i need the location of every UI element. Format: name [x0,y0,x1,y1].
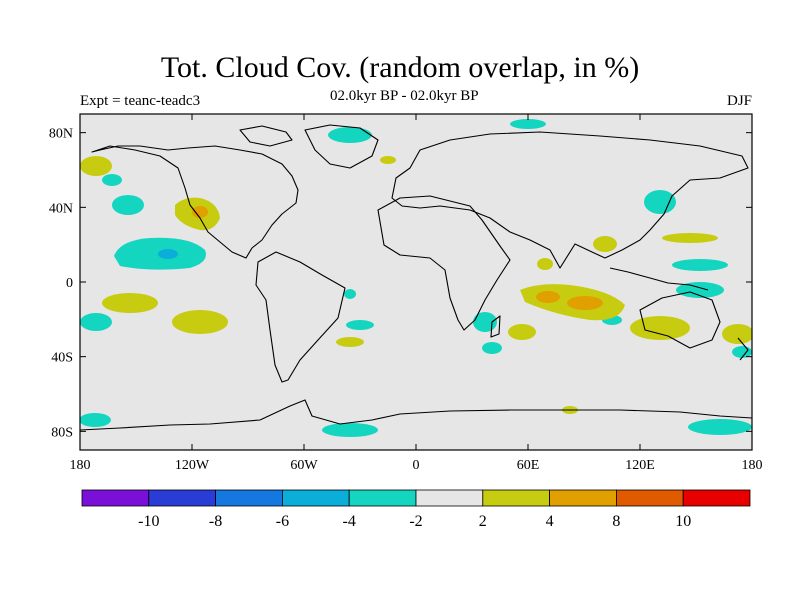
anomaly-patch [688,419,752,435]
colorbar-label: 2 [479,513,487,530]
anomaly-patch [722,324,752,344]
colorbar-swatch [682,489,751,507]
colorbar-label: 8 [612,513,620,530]
anomaly-patch [536,291,560,303]
anomaly-patch [380,156,396,164]
anomaly-patch [80,413,111,427]
lon-tick-label: 180 [742,458,763,473]
anomaly-patch [322,423,378,437]
anomaly-patch [80,313,112,331]
anomaly-patch [344,289,356,299]
lat-tick-label: 40N [49,201,73,216]
period-label: 02.0kyr BP - 02.0kyr BP [330,88,479,104]
anomaly-patch [158,249,178,259]
coast-antarctica [80,399,752,431]
anomaly-layer [80,119,752,437]
anomaly-patch [508,324,536,340]
season-label: DJF [726,93,752,109]
anomaly-patch [644,190,676,214]
colorbar: -10 -8 -6 -4 -2 2 4 8 10 [81,489,751,530]
colorbar-swatch [549,489,617,507]
colorbar-swatch [482,489,550,507]
anomaly-patch [473,312,497,332]
experiment-label: Expt = teanc-teadc3 [80,93,201,109]
coast-australia [639,291,721,349]
coast-indonesia [609,267,709,291]
lat-tick-label: 40S [51,351,73,366]
ocean-background [80,114,752,450]
anomaly-patch [537,258,553,270]
lon-tick-label: 180 [70,458,91,473]
coast-north-america [91,145,299,259]
anomaly-patch [172,310,228,334]
colorbar-swatch [616,489,684,507]
anomaly-patch [112,195,144,215]
colorbar-swatch [415,489,484,507]
colorbar-swatch [81,489,150,507]
coastlines [80,124,752,431]
anomaly-patch [672,259,728,271]
anomaly-patch [102,293,158,313]
anomaly-patch [662,233,718,243]
colorbar-label: 10 [675,513,691,530]
lon-tick-label: 120W [175,458,210,473]
anomaly-patch [346,320,374,330]
anomaly-patch [482,342,502,354]
lon-tick-label: 60W [290,458,318,473]
coast-eurasia [391,131,749,269]
lon-tick-label: 120E [625,458,655,473]
coast-arctic-islands [239,125,293,147]
colorbar-label: -6 [276,513,289,530]
anomaly-patch [676,282,724,298]
map-title: Tot. Cloud Cov. (random overlap, in %) [160,51,640,84]
colorbar-label: -2 [409,513,422,530]
colorbar-swatch [348,489,417,507]
lon-tick-label: 60E [517,458,540,473]
anomaly-patch [630,316,690,340]
anomaly-patch [102,174,122,186]
axis-ticks: 180 120W 60W 0 60E 120E 180 80N 40N 0 40S 80S [49,114,763,473]
colorbar-swatch [148,489,217,507]
coast-greenland [304,124,379,169]
colorbar-label: -10 [138,513,159,530]
lat-tick-label: 80N [49,127,73,142]
anomaly-patch [510,119,546,129]
anomaly-patch [593,236,617,252]
anomaly-patch [567,296,603,310]
lat-tick-label: 0 [66,276,73,291]
coast-south-america [255,251,346,383]
colorbar-swatch [281,489,350,507]
lon-tick-label: 0 [413,458,420,473]
coast-madagascar [490,315,501,338]
coast-africa [377,195,511,331]
colorbar-label: -8 [209,513,222,530]
anomaly-patch [192,206,208,218]
colorbar-label: 4 [546,513,554,530]
anomaly-patch [80,156,112,176]
colorbar-label: -4 [343,513,356,530]
anomaly-patch [336,337,364,347]
lat-tick-label: 80S [51,425,73,440]
colorbar-swatch [215,489,283,507]
anomaly-patch [328,127,372,143]
coast-new-zealand [737,337,749,361]
